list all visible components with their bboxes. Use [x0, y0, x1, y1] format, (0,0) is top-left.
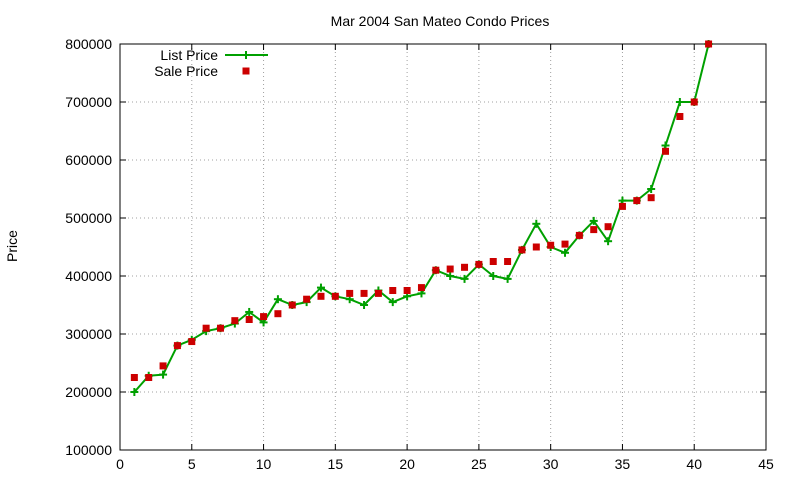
- plot-frame: [119, 43, 767, 451]
- y-tick-label: 200000: [65, 384, 112, 400]
- list-price-point: [675, 98, 684, 106]
- sale-price-point: [346, 289, 354, 297]
- list-price-point: [316, 283, 325, 292]
- list-price-point: [446, 272, 455, 280]
- list-price-point: [489, 272, 498, 280]
- sale-price-point: [245, 316, 253, 323]
- x-tick-label: 40: [686, 456, 702, 472]
- sale-price-point: [547, 241, 555, 249]
- sale-price-point: [690, 98, 698, 106]
- list-price-point: [604, 237, 613, 246]
- sale-price-point: [604, 223, 612, 231]
- sale-price-point: [360, 289, 368, 297]
- legend-label-sale-price: Sale Price: [154, 63, 218, 79]
- list-price-point: [130, 388, 139, 396]
- sale-price-point: [662, 147, 670, 155]
- list-price-point: [388, 298, 397, 307]
- sale-price-point: [288, 301, 296, 309]
- legend-label-list-price: List Price: [160, 47, 218, 63]
- x-tick-label: 25: [471, 456, 487, 472]
- series-layer: [130, 40, 713, 396]
- list-price-point: [503, 274, 512, 283]
- grid: [120, 44, 766, 450]
- x-tick-label: 45: [758, 456, 774, 472]
- list-price-point: [273, 295, 282, 304]
- x-tick-label: 30: [543, 456, 559, 472]
- sale-price-point: [231, 317, 239, 325]
- x-tick-label: 15: [328, 456, 344, 472]
- legend-marker-sale-price: [242, 67, 250, 75]
- sale-price-point: [216, 324, 224, 332]
- list-price-point: [360, 301, 369, 309]
- sale-price-point: [173, 342, 181, 350]
- sale-price-point: [202, 324, 210, 332]
- list-price-point: [159, 370, 168, 379]
- axis-ticks: 0 5 10 15 20 25 30 35 40 45 100000 200000 300000 4000…: [65, 36, 774, 472]
- x-tick-label: 0: [116, 456, 124, 472]
- list-price-point: [561, 248, 570, 257]
- legend-marker-list-price: [242, 51, 250, 59]
- sale-price-point: [188, 338, 196, 346]
- sale-price-point: [561, 240, 569, 248]
- sale-price-point: [331, 292, 339, 300]
- sale-price-point: [274, 310, 282, 318]
- x-tick-label: 20: [399, 456, 415, 472]
- sale-price-point: [504, 258, 512, 265]
- sale-price-point: [145, 374, 153, 381]
- sale-price-point: [647, 194, 655, 202]
- sale-price-point: [303, 295, 311, 303]
- y-tick-label: 100000: [65, 442, 112, 458]
- sale-price-point: [389, 287, 397, 294]
- y-tick-label: 400000: [65, 268, 112, 284]
- sale-price-point: [475, 260, 483, 268]
- sale-price-point: [446, 265, 454, 273]
- sale-price-point: [618, 202, 626, 210]
- x-tick-label: 5: [188, 456, 196, 472]
- sale-price-point: [676, 113, 684, 120]
- sale-price-point: [403, 287, 411, 294]
- sale-price-point: [374, 289, 382, 297]
- sale-price-point: [532, 243, 540, 251]
- list-price-point: [460, 274, 469, 283]
- sale-price-point: [317, 292, 325, 300]
- y-tick-label: 600000: [65, 152, 112, 168]
- y-axis-label: Price: [4, 230, 20, 262]
- list-price-point: [532, 219, 541, 228]
- list-price-point: [245, 307, 254, 316]
- y-tick-label: 500000: [65, 210, 112, 226]
- sale-price-point: [461, 263, 469, 271]
- sale-price-point: [417, 284, 425, 292]
- sale-price-point: [130, 374, 138, 381]
- y-tick-label: 300000: [65, 326, 112, 342]
- sale-price-point: [705, 40, 713, 48]
- sale-price-point: [159, 362, 167, 370]
- chart-title: Mar 2004 San Mateo Condo Prices: [331, 13, 550, 29]
- legend: List Price Sale Price: [154, 47, 268, 79]
- sale-price-point: [489, 258, 497, 265]
- y-tick-label: 700000: [65, 94, 112, 110]
- x-tick-label: 35: [615, 456, 631, 472]
- list-price-point: [589, 216, 598, 225]
- sale-price-point: [590, 226, 598, 234]
- sale-price-point: [518, 246, 526, 254]
- y-tick-label: 800000: [65, 36, 112, 52]
- sale-price-point: [633, 197, 641, 205]
- sale-price-point: [575, 231, 583, 239]
- sale-price-point: [260, 313, 268, 321]
- sale-price-point: [432, 266, 440, 274]
- x-tick-label: 10: [256, 456, 272, 472]
- list-price-point: [647, 185, 656, 193]
